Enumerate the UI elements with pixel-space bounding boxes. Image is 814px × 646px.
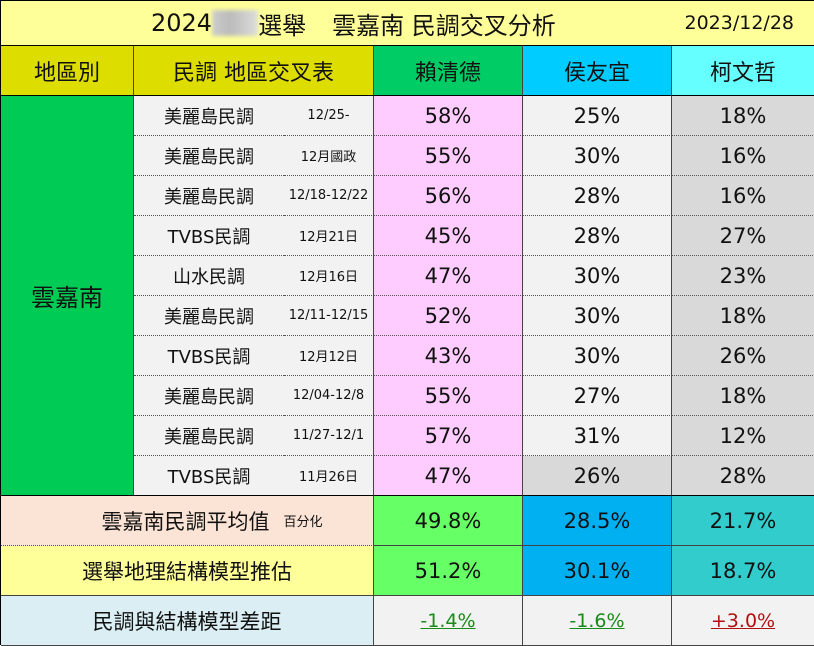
poll-name: TVBS民調 [134,216,284,256]
value-hou: 30% [523,136,672,176]
average-hou: 28.5% [523,496,672,546]
average-ko: 21.7% [672,496,814,546]
value-hou: 31% [523,416,672,456]
poll-name: 美麗島民調 [134,296,284,336]
average-label-text: 雲嘉南民調平均值 [101,509,270,534]
poll-date: 12/11-12/15 [284,296,374,336]
value-hou: 26% [523,456,672,496]
average-label: 雲嘉南民調平均值 百分化 [1,496,374,546]
poll-name: 美麗島民調 [134,96,284,136]
poll-date: 12月21日 [284,216,374,256]
value-hou: 27% [523,376,672,416]
value-hou: 30% [523,296,672,336]
value-ko: 18% [672,376,814,416]
poll-name: 美麗島民調 [134,416,284,456]
region-cell: 雲嘉南 [1,96,134,496]
gap-ko: +3.0% [672,596,814,646]
value-lai: 45% [374,216,523,256]
value-hou: 28% [523,216,672,256]
value-hou: 25% [523,96,672,136]
value-lai: 55% [374,376,523,416]
gap-hou: -1.6% [523,596,672,646]
poll-date: 12月國政 [284,136,374,176]
value-ko: 18% [672,296,814,336]
gap-label: 民調與結構模型差距 [1,596,374,646]
value-ko: 18% [672,96,814,136]
report-date: 2023/12/28 [684,12,794,34]
gap-lai: -1.4% [374,596,523,646]
value-lai: 52% [374,296,523,336]
average-lai: 49.8% [374,496,523,546]
model-ko: 18.7% [672,546,814,596]
header-poll: 民調 地區交叉表 [134,46,374,96]
title-main: 雲嘉南 民調交叉分析 [332,11,556,40]
poll-name: TVBS民調 [134,336,284,376]
blurred-text [212,10,259,36]
poll-name: 山水民調 [134,256,284,296]
header-region: 地區別 [1,46,134,96]
value-lai: 55% [374,136,523,176]
poll-name: TVBS民調 [134,456,284,496]
value-lai: 43% [374,336,523,376]
header-lai: 賴清德 [374,46,523,96]
value-ko: 16% [672,176,814,216]
value-lai: 47% [374,456,523,496]
poll-date: 11/27-12/1 [284,416,374,456]
poll-name: 美麗島民調 [134,136,284,176]
value-lai: 58% [374,96,523,136]
model-label: 選舉地理結構模型推估 [1,546,374,596]
value-hou: 28% [523,176,672,216]
value-ko: 26% [672,336,814,376]
title-bar: 2024 選舉 雲嘉南 民調交叉分析 2023/12/28 [1,1,814,46]
value-lai: 57% [374,416,523,456]
value-ko: 27% [672,216,814,256]
value-lai: 47% [374,256,523,296]
title-suffix: 選舉 [258,11,307,40]
value-ko: 23% [672,256,814,296]
model-lai: 51.2% [374,546,523,596]
header-ko: 柯文哲 [672,46,814,96]
header-hou: 侯友宜 [523,46,672,96]
title-prefix: 2024 [151,9,213,37]
average-note: 百分化 [283,515,323,530]
value-hou: 30% [523,336,672,376]
poll-date: 12月16日 [284,256,374,296]
value-ko: 16% [672,136,814,176]
poll-date: 11月26日 [284,456,374,496]
value-lai: 56% [374,176,523,216]
value-hou: 30% [523,256,672,296]
poll-date: 12月12日 [284,336,374,376]
poll-date: 12/04-12/8 [284,376,374,416]
poll-date: 12/25- [284,96,374,136]
model-hou: 30.1% [523,546,672,596]
value-ko: 28% [672,456,814,496]
poll-name: 美麗島民調 [134,376,284,416]
poll-name: 美麗島民調 [134,176,284,216]
poll-date: 12/18-12/22 [284,176,374,216]
value-ko: 12% [672,416,814,456]
